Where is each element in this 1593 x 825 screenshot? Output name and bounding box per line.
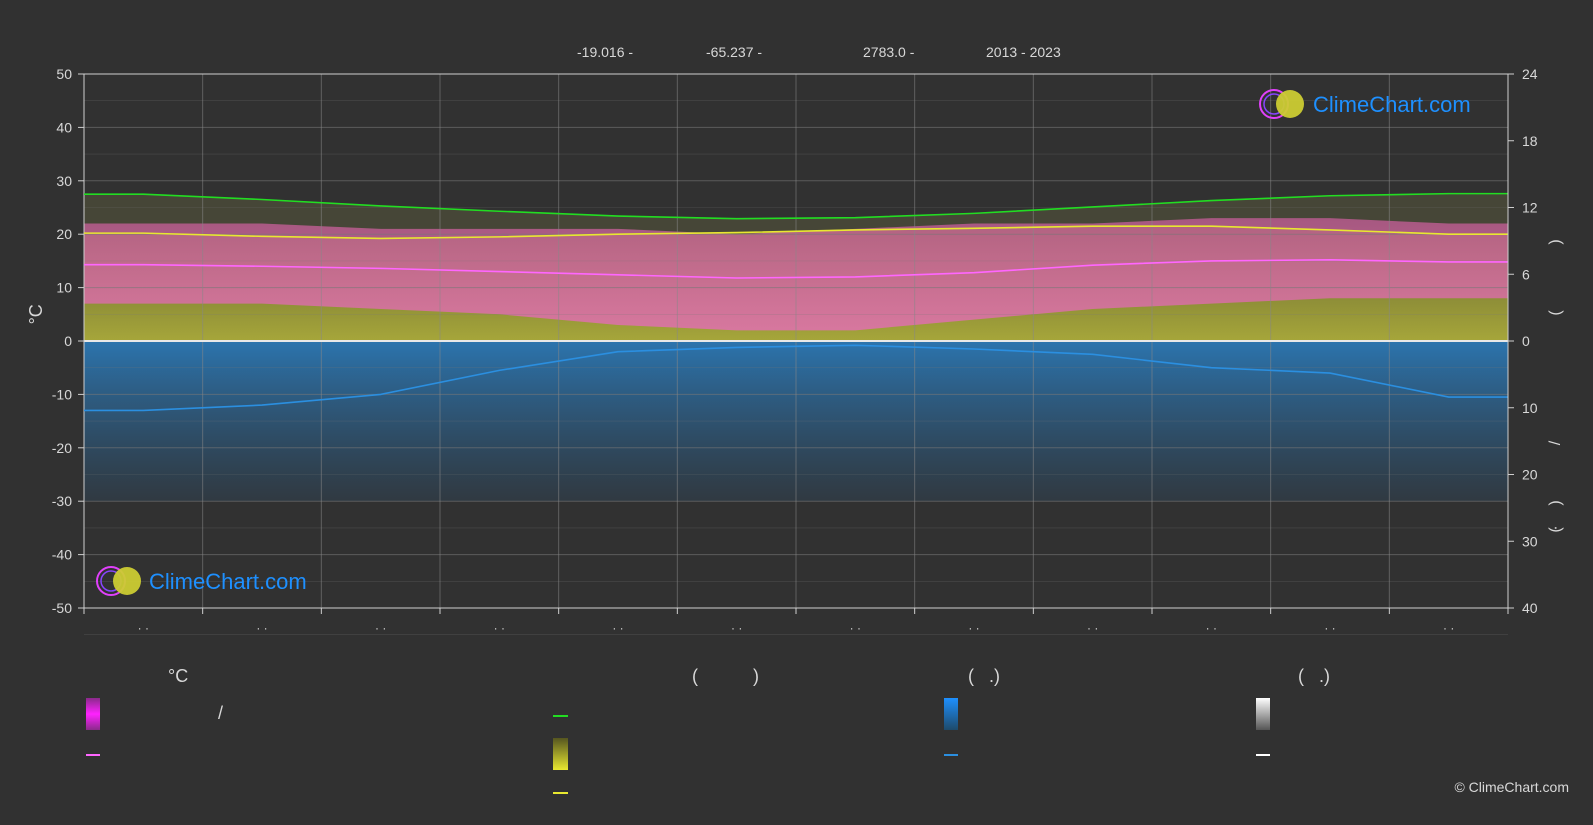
legend-snow-swatch [1256, 698, 1270, 730]
y-left-tick: -20 [52, 440, 72, 456]
series-line-sunshine [84, 225, 1508, 240]
legend-sunshine-swatch [553, 738, 568, 770]
x-tick-label: · · [1324, 621, 1335, 635]
x-tick-label: · · [1443, 621, 1454, 635]
y-left-tick: 30 [56, 173, 72, 189]
header-latitude: -19.016 - [577, 44, 634, 60]
header-longitude: -65.237 - [706, 44, 763, 60]
series-line-daylight [84, 192, 1508, 220]
y-left-tick: -30 [52, 493, 72, 509]
y-right-bottom-label-char: / [1547, 440, 1564, 445]
y-left-label: °C [26, 304, 46, 324]
logo-sun-icon [1276, 90, 1304, 118]
y-right-bottom-tick: 10 [1522, 400, 1538, 416]
logo-sun-icon [113, 567, 141, 595]
x-tick-label: · · [612, 621, 623, 635]
y-right-top-tick: 24 [1522, 66, 1538, 82]
x-tick-label: · · [731, 621, 742, 635]
y-right-bottom-tick: 30 [1522, 533, 1538, 549]
y-left-tick: 40 [56, 119, 72, 135]
y-right-top-tick: 0 [1522, 333, 1530, 349]
y-left-tick: -40 [52, 547, 72, 563]
copyright: © ClimeChart.com [1454, 779, 1569, 795]
y-right-bottom-label-char: ) [1547, 500, 1564, 505]
y-right-bottom-label-char: ( [1547, 527, 1564, 533]
legend-rain-header: ( .) [968, 666, 1000, 686]
y-left-tick: 50 [56, 66, 72, 82]
x-tick-label: · · [256, 621, 267, 635]
y-left-tick: 20 [56, 226, 72, 242]
legend-snow-mean-swatch [1256, 754, 1270, 756]
legend-temp-range-swatch [86, 698, 100, 730]
y-left-tick: -10 [52, 386, 72, 402]
y-right-bottom-tick: 40 [1522, 600, 1538, 616]
legend-temperature-header: °C [168, 666, 189, 686]
legend-temp-range-label: / [218, 703, 224, 723]
y-right-top-label-char: ( [1547, 310, 1564, 316]
y-right-bottom-tick: 20 [1522, 467, 1538, 483]
legend-rain-swatch [944, 698, 958, 730]
legend-snow-header: ( .) [1298, 666, 1330, 686]
x-tick-label: · · [138, 621, 149, 635]
watermark-text: ClimeChart.com [149, 569, 307, 594]
y-left-tick: 10 [56, 280, 72, 296]
legend-sun-header: ( ) [692, 666, 759, 686]
x-tick-label: · · [1087, 621, 1098, 635]
y-right-bottom-label-char: · [1547, 525, 1564, 530]
x-tick-label: · · [375, 621, 386, 635]
y-right-top-tick: 18 [1522, 133, 1538, 149]
x-tick-label: · · [968, 621, 979, 635]
header-elevation: 2783.0 - [863, 44, 915, 60]
y-right-top-tick: 6 [1522, 266, 1530, 282]
x-tick-label: · · [494, 621, 505, 635]
y-right-top-tick: 12 [1522, 200, 1538, 216]
legend-sunshine-mean-swatch [553, 792, 568, 794]
x-tick-label: · · [1206, 621, 1217, 635]
y-left-tick: 0 [64, 333, 72, 349]
series-line-precip [84, 344, 1508, 412]
y-left-tick: -50 [52, 600, 72, 616]
x-tick-label: · · [850, 621, 861, 635]
y-right-top-label-char: ) [1547, 239, 1564, 244]
legend-rain-mean-swatch [944, 754, 958, 756]
series-line-temp_mean [84, 259, 1508, 279]
watermark-text: ClimeChart.com [1313, 92, 1471, 117]
header-period: 2013 - 2023 [986, 44, 1061, 60]
legend-daylight-swatch [553, 715, 568, 717]
legend-temp-mean-swatch [86, 754, 100, 756]
